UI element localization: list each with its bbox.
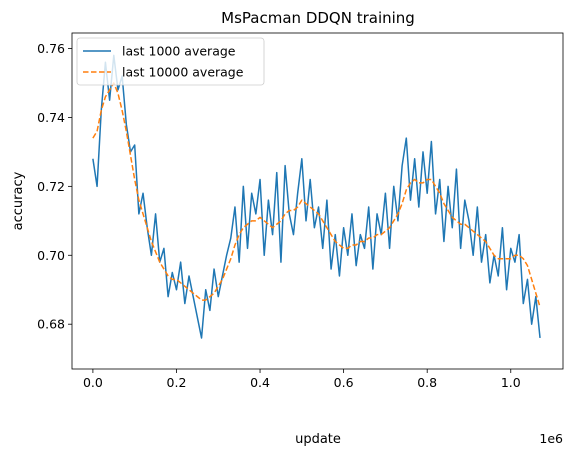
x-tick-label: 1.0 [501, 375, 521, 390]
x-axis-offset-label: 1e6 [539, 431, 563, 446]
y-axis-label: accuracy [11, 171, 26, 230]
legend-label-last-1000-average: last 1000 average [122, 44, 236, 59]
y-tick-label: 0.72 [37, 179, 65, 194]
x-axis: 0.0 0.2 0.4 0.6 0.8 1.0 [83, 369, 521, 390]
legend-label-last-10000-average: last 10000 average [122, 65, 244, 80]
plot-frame [71, 32, 564, 370]
series-line-last-1000-average [92, 54, 541, 339]
legend-box [76, 37, 265, 86]
y-tick-label: 0.76 [37, 41, 65, 56]
chart-title: MsPacman DDQN training [221, 9, 415, 27]
y-tick-label: 0.70 [37, 248, 65, 263]
series-line-last-10000-average [92, 82, 541, 308]
x-tick-label: 0.6 [334, 375, 354, 390]
series-layer [92, 54, 541, 339]
y-tick-label: 0.74 [37, 110, 65, 125]
y-tick-label: 0.68 [37, 317, 65, 332]
x-tick-label: 0.8 [417, 375, 437, 390]
x-tick-label: 0.2 [167, 375, 187, 390]
x-tick-label: 0.0 [83, 375, 103, 390]
y-axis: 0.68 0.70 0.72 0.74 0.76 [37, 41, 72, 332]
legend: last 1000 average last 10000 average [76, 37, 265, 86]
plot-area: 0.0 0.2 0.4 0.6 0.8 1.0 0.68 0.70 0.72 0.74 0.76 [37, 32, 564, 390]
x-tick-label: 0.4 [250, 375, 270, 390]
x-axis-label: update [295, 432, 341, 447]
